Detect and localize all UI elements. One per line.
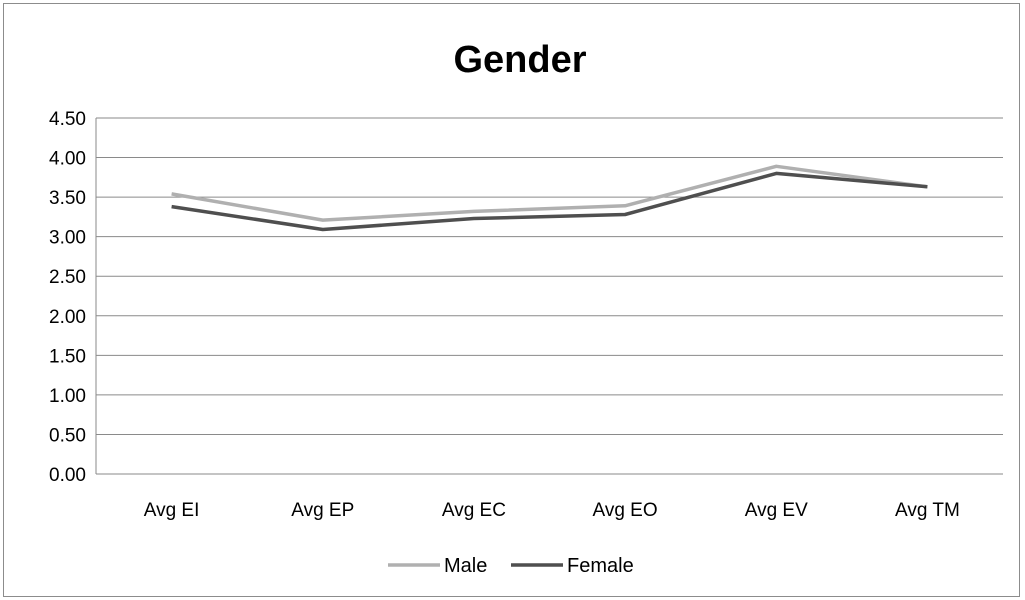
series-lines [171, 164, 928, 232]
y-tick-label: 4.50 [49, 109, 86, 130]
series-line-male [171, 164, 928, 222]
x-tick-label: Avg EO [593, 500, 658, 521]
y-tick-label: 2.00 [49, 307, 86, 328]
y-tick-label: 2.50 [49, 267, 86, 288]
x-tick-label: Avg TM [895, 500, 960, 521]
y-tick-label: 3.50 [49, 188, 86, 209]
y-axis-ticks: 0.00 0.50 1.00 1.50 2.00 2.50 3.00 3.50 4.00 4.50 [49, 109, 86, 486]
y-tick-label: 1.00 [49, 386, 86, 407]
x-tick-label: Avg EI [144, 500, 200, 521]
legend-label: Female [567, 555, 634, 577]
y-tick-label: 0.50 [49, 425, 86, 446]
x-tick-label: Avg EC [442, 500, 506, 521]
x-tick-label: Avg EV [745, 500, 808, 521]
y-tick-label: 3.00 [49, 228, 86, 249]
legend: Male Female [388, 555, 634, 577]
x-axis-ticks: Avg EI Avg EP Avg EC Avg EO Avg EV Avg TM [144, 500, 960, 521]
chart-title: Gender [453, 39, 586, 81]
series-line-female [171, 171, 928, 232]
y-tick-label: 4.00 [49, 149, 86, 170]
legend-label: Male [444, 555, 487, 577]
y-tick-label: 1.50 [49, 346, 86, 367]
gridlines [95, 117, 1003, 475]
y-tick-label: 0.00 [49, 465, 86, 486]
chart-frame [3, 3, 1020, 597]
x-tick-label: Avg EP [291, 500, 354, 521]
